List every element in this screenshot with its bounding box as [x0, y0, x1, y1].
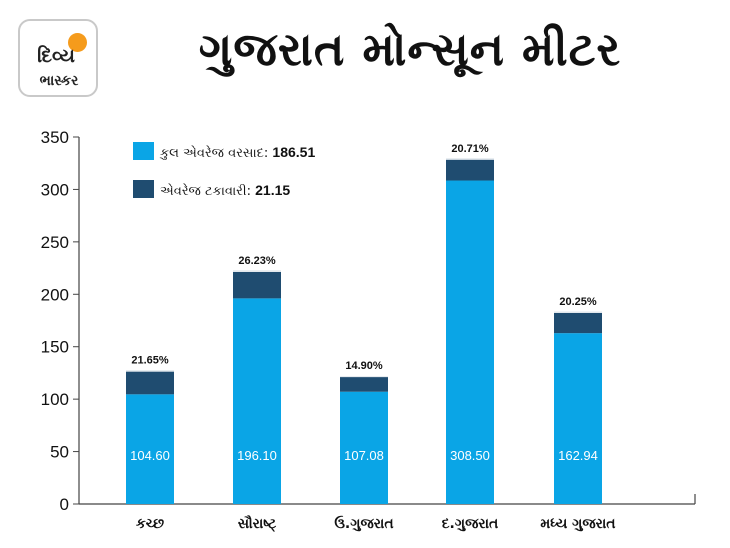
x-tick-label: દ.ગુજરાત	[442, 516, 499, 532]
bar-percent-label: 20.71%	[451, 143, 489, 155]
bar-rainfall	[340, 391, 388, 504]
y-tick-label: 150	[41, 338, 69, 357]
bar-value-label: 308.50	[450, 448, 490, 463]
sun-icon	[68, 33, 87, 52]
legend-swatch	[133, 180, 154, 198]
bar-rainfall	[126, 394, 174, 504]
legend-label: એવરેજ ટકાવારી: 21.15	[160, 182, 290, 199]
bar-rainfall	[233, 298, 281, 504]
bar-percentage	[233, 270, 281, 299]
bar-value-label: 107.08	[344, 448, 384, 463]
logo-line-1: દિવ્ય	[37, 45, 75, 67]
x-tick-label: સૌરાષ્ટ્	[238, 514, 277, 533]
bar-rainfall	[554, 333, 602, 504]
bar-percent-label: 26.23%	[238, 255, 276, 267]
bar-value-label: 162.94	[558, 448, 598, 463]
x-tick-label: મધ્ય ગુજરાત	[540, 516, 615, 532]
y-tick-label: 250	[41, 233, 69, 252]
bar-percentage	[126, 370, 174, 395]
x-tick-label: ઉ.ગુજરાત	[334, 515, 393, 532]
x-tick-label: કચ્છ	[136, 516, 164, 532]
y-tick-label: 100	[41, 390, 69, 409]
bar-percentage	[554, 311, 602, 334]
page-title: ગુજરાત મોન્સૂન મીટર	[198, 22, 622, 76]
legend-label: કુલ એવરેજ વરસાદ: 186.51	[159, 144, 315, 161]
legend-swatch	[133, 142, 154, 160]
y-tick-label: 350	[41, 128, 69, 147]
bar-percent-label: 14.90%	[345, 360, 383, 372]
y-tick-label: 200	[41, 285, 69, 304]
logo-line-2: ભાસ્કર	[39, 73, 79, 89]
bar-percent-label: 21.65%	[131, 355, 169, 367]
y-tick-label: 300	[41, 180, 69, 199]
bar-percentage	[340, 376, 388, 392]
bar-value-label: 104.60	[130, 448, 170, 463]
y-tick-label: 0	[60, 495, 69, 514]
bar-rainfall	[446, 180, 494, 504]
divya-bhaskar-logo: દિવ્ય ભાસ્કર	[18, 19, 98, 97]
bar-value-label: 196.10	[237, 448, 277, 463]
bar-percent-label: 20.25%	[559, 296, 597, 308]
bar-percentage	[446, 158, 494, 181]
y-tick-label: 50	[50, 443, 69, 462]
